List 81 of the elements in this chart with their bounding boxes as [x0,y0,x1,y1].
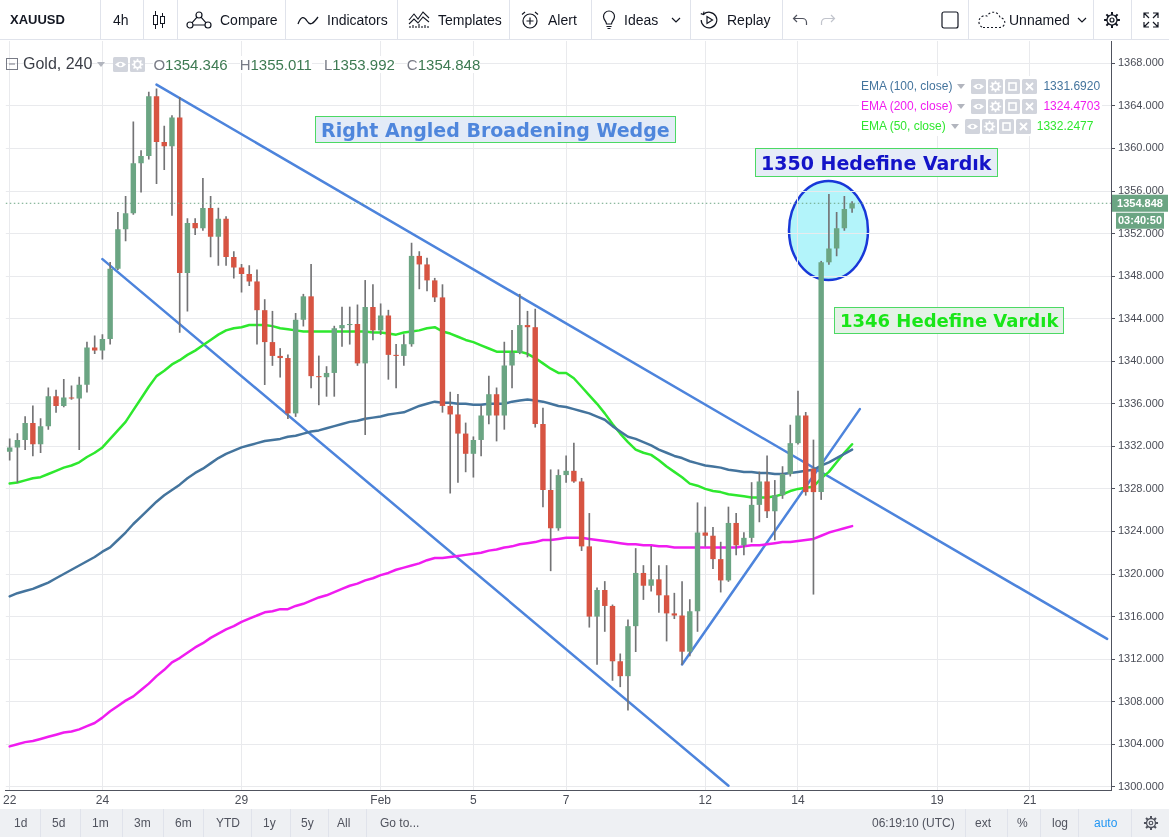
x-tick-label: 14 [791,792,805,807]
y-tick-label: 1356.000 [1118,184,1164,197]
annotation: L1353.992 [323,55,395,73]
y-tick-label: 1368.000 [1118,56,1164,69]
x-tick-label: 7 [562,792,570,807]
y-tick-label: 1336.000 [1118,396,1164,409]
annotation: 1332.2477 [1036,119,1094,133]
annotation: 1346 Hedefine Vardık [840,310,1059,331]
y-tick-label: 1308.000 [1118,694,1164,707]
annotation: 1324.4703 [1043,99,1101,113]
candlestick [277,348,283,378]
text: 1d [14,816,28,830]
text: 3m [134,816,151,830]
x-tick-label: 24 [95,792,110,807]
text: Templates [438,11,502,28]
text: 1m [92,816,109,830]
text: Indicators [327,11,388,28]
x-tick-label: 5 [470,792,478,807]
annotation: C1354.848 [406,55,481,73]
y-tick-label: 1320.000 [1118,567,1164,580]
annotation: O1354.346 [153,55,228,73]
annotation: H1355.011 [239,55,312,73]
candlestick [393,343,399,389]
text: Gold, 240 [23,55,93,73]
text: 5d [52,816,66,830]
y-tick-label: 1316.000 [1118,609,1164,622]
text: % [1017,816,1028,830]
candlestick [563,455,569,483]
candlestick [447,391,453,494]
text: Go to... [380,816,420,830]
text: Compare [220,11,278,28]
text: log [1052,816,1069,830]
x-tick-label: 12 [698,792,713,807]
y-tick-label: 1352.000 [1118,226,1164,239]
text: EMA (50, close) [861,119,946,133]
text: Unnamed [1009,11,1070,28]
text: XAUUSD [10,12,65,27]
text: Alert [548,11,577,28]
x-tick-label: 22 [2,792,17,807]
candlestick [509,330,515,389]
y-tick-label: 1300.000 [1118,779,1164,792]
x-tick-label: 29 [234,792,249,807]
text: 1y [263,816,276,830]
annotation: 1350 Hedefine Vardık [761,151,992,174]
candlestick [648,546,654,592]
text: ext [975,816,992,830]
x-tick-label: Feb [370,792,392,807]
y-tick-label: 1312.000 [1118,652,1164,665]
ref-line-label: 1354.848 [1117,196,1163,209]
annotation: 1331.6920 [1043,79,1101,93]
y-tick-label: 1360.000 [1118,141,1164,154]
candlestick [316,355,322,406]
text: Ideas [624,11,659,28]
text: EMA (100, close) [861,79,953,93]
y-tick-label: 1324.000 [1118,524,1164,537]
x-tick-label: 19 [930,792,945,807]
y-tick-label: 1364.000 [1118,98,1164,111]
text: All [337,816,351,830]
x-tick-label: 21 [1023,792,1037,807]
text: 6m [175,816,192,830]
text: auto [1094,816,1118,830]
candlestick [571,442,577,483]
text: EMA (200, close) [861,99,953,113]
text: 5y [301,816,314,830]
y-tick-label: 1344.000 [1118,311,1164,324]
text: Replay [727,11,771,28]
annotation: Right Angled Broadening Wedge [321,118,670,141]
text: YTD [216,816,240,830]
text: 4h [113,11,129,28]
candlestick [455,393,461,483]
text: 03:40:50 [1117,214,1163,227]
y-tick-label: 1304.000 [1118,737,1164,750]
y-tick-label: 1340.000 [1118,354,1164,367]
candlestick [339,306,345,347]
y-tick-label: 1332.000 [1118,439,1164,452]
y-tick-label: 1328.000 [1118,481,1164,494]
candlestick [91,335,98,355]
y-tick-label: 1348.000 [1118,269,1164,282]
candlestick [138,150,144,193]
text: 06:19:10 (UTC) [872,816,955,830]
candlestick [6,438,13,461]
